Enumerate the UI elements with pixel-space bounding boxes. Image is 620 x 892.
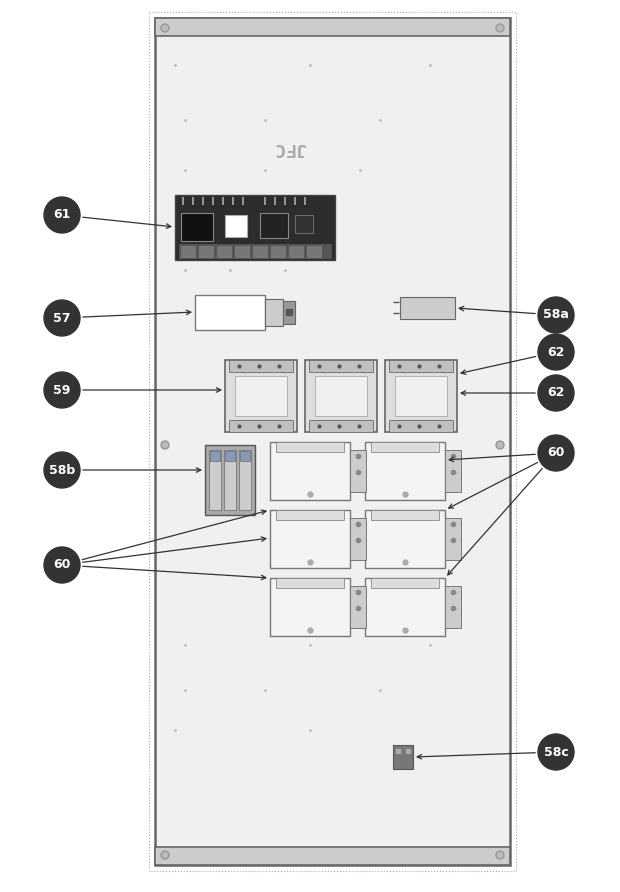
Circle shape: [161, 441, 169, 449]
Bar: [210, 451, 220, 461]
Bar: [371, 578, 439, 588]
Bar: [289, 246, 303, 257]
Bar: [393, 745, 413, 769]
Circle shape: [496, 441, 504, 449]
Bar: [307, 246, 321, 257]
Bar: [371, 510, 439, 520]
Bar: [295, 215, 313, 233]
Circle shape: [162, 442, 167, 448]
Circle shape: [497, 853, 502, 857]
Text: eReplacementParts.com: eReplacementParts.com: [275, 465, 395, 475]
Bar: [350, 518, 366, 560]
Bar: [365, 578, 445, 636]
Circle shape: [44, 452, 80, 488]
Bar: [350, 450, 366, 492]
Bar: [389, 420, 453, 432]
Bar: [199, 246, 213, 257]
Text: 61: 61: [53, 209, 71, 221]
Bar: [271, 246, 285, 257]
Bar: [253, 246, 267, 257]
Bar: [224, 450, 236, 510]
Bar: [195, 295, 265, 330]
Circle shape: [538, 297, 574, 333]
Circle shape: [538, 334, 574, 370]
Bar: [149, 12, 516, 871]
Bar: [217, 246, 231, 257]
Bar: [270, 578, 350, 636]
Bar: [276, 510, 344, 520]
Circle shape: [162, 853, 167, 857]
Bar: [270, 510, 350, 568]
Bar: [315, 376, 367, 416]
Text: 59: 59: [53, 384, 71, 397]
Text: 62: 62: [547, 345, 565, 359]
Text: JFC: JFC: [273, 139, 306, 157]
Bar: [276, 442, 344, 452]
Text: 60: 60: [53, 558, 71, 572]
Bar: [225, 451, 235, 461]
Bar: [270, 442, 350, 500]
Bar: [175, 195, 335, 260]
Bar: [400, 297, 455, 319]
Bar: [229, 420, 293, 432]
Bar: [260, 213, 288, 238]
Circle shape: [538, 734, 574, 770]
Text: 58b: 58b: [49, 464, 75, 476]
Bar: [155, 847, 510, 865]
Bar: [225, 215, 247, 237]
Circle shape: [538, 435, 574, 471]
Bar: [235, 376, 287, 416]
Bar: [239, 450, 251, 510]
Bar: [155, 18, 510, 36]
Bar: [179, 244, 331, 258]
Circle shape: [162, 26, 167, 30]
Circle shape: [496, 851, 504, 859]
Bar: [385, 360, 457, 432]
Circle shape: [497, 442, 502, 448]
Bar: [389, 360, 453, 372]
Bar: [305, 360, 377, 432]
Circle shape: [44, 547, 80, 583]
Text: 57: 57: [53, 311, 71, 325]
Bar: [155, 18, 510, 865]
Bar: [283, 301, 295, 324]
Circle shape: [496, 24, 504, 32]
Bar: [395, 376, 447, 416]
Circle shape: [44, 372, 80, 408]
Text: 58c: 58c: [544, 746, 569, 758]
Bar: [365, 442, 445, 500]
Circle shape: [161, 24, 169, 32]
Bar: [265, 299, 283, 326]
Bar: [205, 445, 255, 515]
Bar: [445, 586, 461, 628]
Circle shape: [538, 375, 574, 411]
Bar: [445, 450, 461, 492]
Bar: [309, 420, 373, 432]
Bar: [181, 213, 213, 241]
Bar: [229, 360, 293, 372]
Circle shape: [44, 197, 80, 233]
Bar: [240, 451, 250, 461]
Bar: [309, 360, 373, 372]
Bar: [365, 510, 445, 568]
Circle shape: [161, 851, 169, 859]
Circle shape: [44, 300, 80, 336]
Text: 60: 60: [547, 447, 565, 459]
Text: 62: 62: [547, 386, 565, 400]
Circle shape: [497, 26, 502, 30]
Bar: [445, 518, 461, 560]
Bar: [209, 450, 221, 510]
Bar: [350, 586, 366, 628]
Bar: [235, 246, 249, 257]
Bar: [225, 360, 297, 432]
Text: 58a: 58a: [543, 309, 569, 321]
Bar: [276, 578, 344, 588]
Bar: [371, 442, 439, 452]
Bar: [181, 246, 195, 257]
